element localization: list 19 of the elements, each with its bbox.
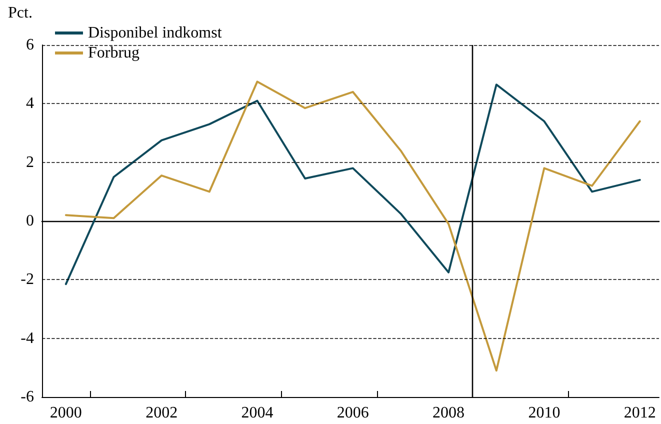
y-tick-label: 0 bbox=[26, 212, 34, 230]
y-tick-label: 4 bbox=[26, 95, 34, 112]
x-tick-label: 2008 bbox=[432, 404, 465, 422]
y-axis-title: Pct. bbox=[8, 4, 32, 22]
legend-label: Forbrug bbox=[88, 44, 140, 62]
x-tick-label: 2002 bbox=[146, 404, 178, 422]
x-tick-label: 2012 bbox=[624, 404, 656, 422]
x-tick-label: 2010 bbox=[528, 404, 560, 422]
y-tick-label: -2 bbox=[20, 271, 34, 288]
y-tick-label: 2 bbox=[26, 154, 34, 171]
y-tick-label: -6 bbox=[20, 388, 34, 406]
y-tick-label: -4 bbox=[20, 330, 34, 347]
x-tick-label: 2004 bbox=[241, 404, 274, 422]
y-tick-label: 6 bbox=[26, 36, 34, 54]
line-series bbox=[64, 80, 641, 372]
legend-label: Disponibel indkomst bbox=[88, 24, 222, 42]
x-tick-label: 2000 bbox=[50, 404, 82, 422]
x-tick-label: 2006 bbox=[336, 404, 369, 422]
line-series bbox=[64, 84, 641, 286]
